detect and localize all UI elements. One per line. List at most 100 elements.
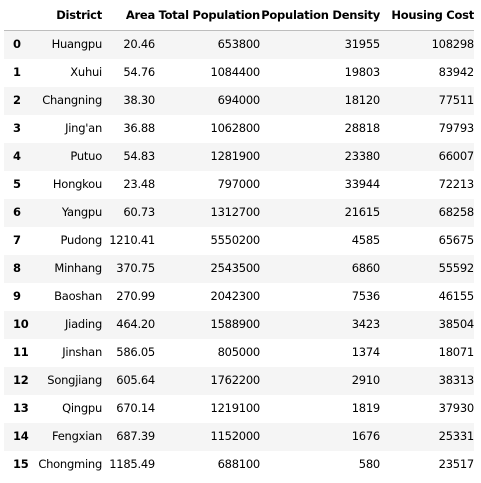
cell-population-density: 18120 <box>344 93 381 108</box>
cell-area: 670.14 <box>116 401 155 416</box>
cell-population-density: 31955 <box>344 37 381 52</box>
cell-total-population: 1281900 <box>210 149 261 164</box>
table-row: 15 Chongming 1185.49 688100 580 23517 <box>4 451 474 479</box>
column-header-district: District <box>37 2 102 31</box>
table-row: 1 Xuhui 54.76 1084400 19803 83942 <box>4 59 474 87</box>
table-row: 5 Hongkou 23.48 797000 33944 72213 <box>4 171 474 199</box>
cell-population-density: 6860 <box>351 261 381 276</box>
cell-total-population: 2543500 <box>210 261 261 276</box>
column-header-housing-cost: Housing Cost <box>380 2 474 31</box>
row-index: 0 <box>13 37 21 52</box>
cell-district: Baoshan <box>54 289 102 304</box>
cell-total-population: 2042300 <box>210 289 261 304</box>
cell-housing-cost: 23517 <box>438 457 475 472</box>
cell-housing-cost: 38504 <box>438 317 475 332</box>
cell-district: Huangpu <box>51 37 103 52</box>
cell-total-population: 1588900 <box>210 317 261 332</box>
cell-district: Hongkou <box>52 177 102 192</box>
cell-population-density: 2910 <box>351 373 381 388</box>
row-index: 12 <box>13 373 29 388</box>
row-index: 10 <box>13 317 29 332</box>
cell-total-population: 805000 <box>217 345 261 360</box>
cell-area: 687.39 <box>116 429 155 444</box>
cell-housing-cost: 79793 <box>438 121 475 136</box>
row-index: 2 <box>13 93 21 108</box>
row-index: 15 <box>13 457 29 472</box>
cell-area: 370.75 <box>116 261 155 276</box>
cell-housing-cost: 77511 <box>438 93 475 108</box>
cell-total-population: 688100 <box>217 457 261 472</box>
cell-housing-cost: 25331 <box>438 429 475 444</box>
cell-area: 60.73 <box>123 205 155 220</box>
cell-population-density: 21615 <box>344 205 381 220</box>
cell-housing-cost: 108298 <box>431 37 475 52</box>
cell-district: Jinshan <box>62 345 102 360</box>
cell-area: 54.83 <box>123 149 155 164</box>
cell-population-density: 19803 <box>344 65 381 80</box>
table-row: 11 Jinshan 586.05 805000 1374 18071 <box>4 339 474 367</box>
cell-housing-cost: 37930 <box>438 401 475 416</box>
cell-district: Fengxian <box>52 429 102 444</box>
table-row: 12 Songjiang 605.64 1762200 2910 38313 <box>4 367 474 395</box>
row-index: 3 <box>13 121 21 136</box>
cell-total-population: 653800 <box>217 37 261 52</box>
cell-district: Putuo <box>70 149 102 164</box>
cell-district: Chongming <box>38 457 102 472</box>
cell-area: 38.30 <box>123 93 155 108</box>
table-body: 0 Huangpu 20.46 653800 31955 108298 1 Xuhui 54.7… <box>4 30 475 480</box>
row-index: 8 <box>13 261 21 276</box>
cell-area: 1185.49 <box>109 457 155 472</box>
table-row: 2 Changning 38.30 694000 18120 77511 <box>4 87 474 115</box>
cell-district: Changning <box>42 93 102 108</box>
cell-population-density: 4585 <box>351 233 381 248</box>
cell-district: Jing'an <box>65 121 102 136</box>
cell-area: 20.46 <box>123 37 155 52</box>
table-row: 10 Jiading 464.20 1588900 3423 38504 <box>4 311 474 339</box>
index-header <box>4 2 37 31</box>
cell-area: 605.64 <box>116 373 155 388</box>
row-index: 6 <box>13 205 21 220</box>
cell-population-density: 580 <box>358 457 380 472</box>
cell-population-density: 28818 <box>344 121 381 136</box>
cell-housing-cost: 18071 <box>438 345 475 360</box>
cell-area: 54.76 <box>123 65 155 80</box>
dataframe-table: District Area Total Population Populatio… <box>4 2 474 479</box>
cell-housing-cost: 72213 <box>438 177 475 192</box>
table-row: 9 Baoshan 270.99 2042300 7536 46155 <box>4 283 474 311</box>
cell-housing-cost: 38313 <box>438 373 475 388</box>
row-index: 14 <box>13 429 29 444</box>
cell-total-population: 1152000 <box>210 429 261 444</box>
cell-total-population: 1084400 <box>210 65 261 80</box>
cell-total-population: 1219100 <box>210 401 261 416</box>
row-index: 13 <box>13 401 29 416</box>
cell-area: 1210.41 <box>109 233 155 248</box>
table-row: 8 Minhang 370.75 2543500 6860 55592 <box>4 255 474 283</box>
table-row: 13 Qingpu 670.14 1219100 1819 37930 <box>4 395 474 423</box>
cell-district: Songjiang <box>47 373 102 388</box>
cell-district: Pudong <box>60 233 103 248</box>
cell-district: Xuhui <box>70 65 102 80</box>
cell-total-population: 694000 <box>217 93 261 108</box>
column-header-area: Area <box>102 2 155 31</box>
cell-housing-cost: 55592 <box>438 261 475 276</box>
table-row: 14 Fengxian 687.39 1152000 1676 25331 <box>4 423 474 451</box>
table-row: 3 Jing'an 36.88 1062800 28818 79793 <box>4 115 474 143</box>
cell-total-population: 1762200 <box>210 373 261 388</box>
row-index: 9 <box>13 289 21 304</box>
row-index: 11 <box>13 345 29 360</box>
cell-area: 270.99 <box>116 289 155 304</box>
row-index: 7 <box>13 233 21 248</box>
cell-housing-cost: 83942 <box>438 65 475 80</box>
cell-district: Minhang <box>54 261 102 276</box>
cell-district: Yangpu <box>61 205 102 220</box>
cell-total-population: 797000 <box>217 177 261 192</box>
cell-total-population: 1062800 <box>210 121 261 136</box>
header-row: District Area Total Population Populatio… <box>4 2 474 31</box>
cell-population-density: 7536 <box>351 289 381 304</box>
row-index: 4 <box>13 149 21 164</box>
cell-total-population: 1312700 <box>210 205 261 220</box>
cell-area: 36.88 <box>123 121 155 136</box>
cell-area: 23.48 <box>123 177 155 192</box>
cell-housing-cost: 66007 <box>438 149 475 164</box>
